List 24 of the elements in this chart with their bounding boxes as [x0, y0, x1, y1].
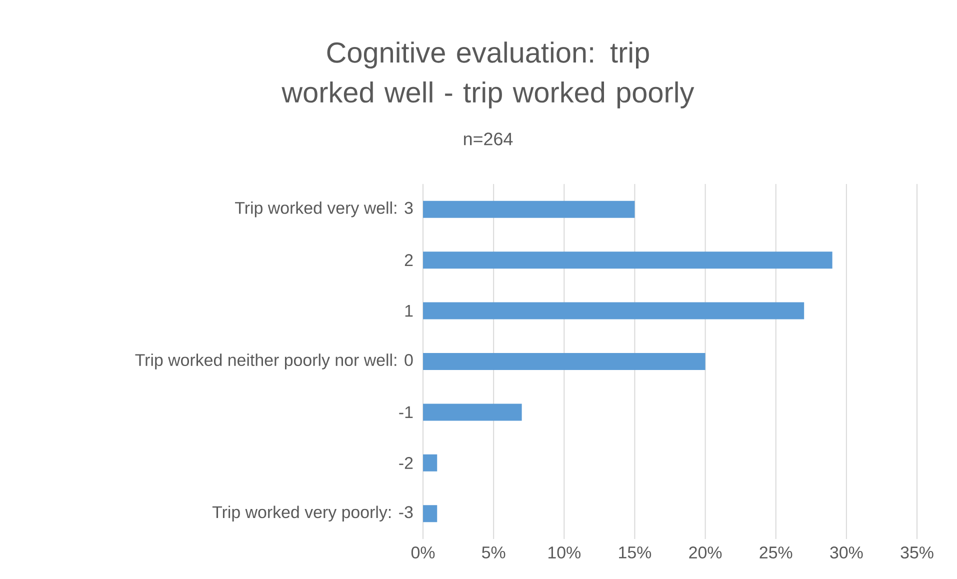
- x-tick-label: 10%: [548, 546, 580, 559]
- y-tick-label: Trip worked neither poorly nor well: 0: [135, 354, 413, 370]
- y-tick-label: Trip worked very poorly: -3: [212, 506, 413, 522]
- x-tick-label: 15%: [619, 546, 652, 558]
- chart-title: Cognitive evaluation: trip worked well - trip worked poorly: [282, 42, 694, 108]
- x-tick-label: 0%: [411, 546, 435, 559]
- x-tick-label: 5%: [482, 546, 506, 558]
- bar: [423, 505, 438, 522]
- bar: [423, 252, 832, 269]
- x-tick-label: 30%: [830, 546, 863, 559]
- y-tick-label: Trip worked very well: 3: [235, 201, 413, 218]
- y-tick-label: -1: [399, 406, 413, 418]
- y-tick-label: 1: [405, 304, 413, 317]
- bar: [423, 352, 706, 370]
- y-tick-label: -2: [399, 457, 413, 469]
- bar: [423, 404, 522, 421]
- x-tick-label: 20%: [689, 546, 722, 559]
- bar: [423, 302, 804, 320]
- y-tick-label: 2: [404, 254, 413, 266]
- bar: [423, 454, 438, 472]
- chart-subtitle: n=264: [464, 132, 513, 146]
- x-tick-label: 35%: [900, 546, 934, 559]
- x-tick-label: 25%: [760, 546, 792, 559]
- bar: [423, 200, 635, 218]
